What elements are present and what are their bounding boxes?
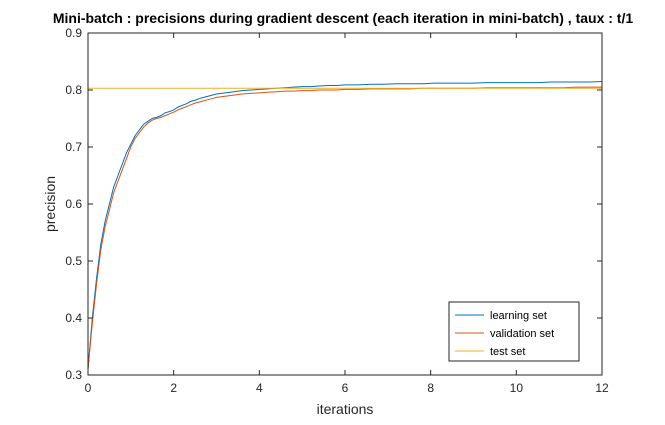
y-tick-label-5: 0.8 bbox=[65, 83, 82, 97]
x-tick-label-3: 6 bbox=[342, 381, 349, 395]
axes-layer: 0 2 4 6 8 10 12 0.3 0.4 0.5 0.6 0.7 0.8 0.9 bbox=[65, 26, 609, 395]
x-tick-label-5: 10 bbox=[510, 381, 524, 395]
y-tick-label-0: 0.3 bbox=[65, 368, 82, 382]
x-tick-label-1: 2 bbox=[170, 381, 177, 395]
series-layer bbox=[87, 80, 603, 370]
chart-title: Mini-batch : precisions during gradient … bbox=[53, 10, 634, 26]
y-axis-label: precision bbox=[42, 176, 58, 232]
x-tick-label-0: 0 bbox=[85, 381, 92, 395]
x-tick-label-4: 8 bbox=[427, 381, 434, 395]
legend: learning set validation set test set bbox=[448, 301, 580, 362]
y-tick-label-6: 0.9 bbox=[65, 26, 82, 40]
y-tick-label-3: 0.6 bbox=[65, 197, 82, 211]
series-line-0 bbox=[87, 80, 603, 370]
x-axis-label: iterations bbox=[317, 401, 374, 417]
legend-label-0: learning set bbox=[490, 310, 547, 322]
x-tick-label-2: 4 bbox=[256, 381, 263, 395]
y-tick-label-2: 0.5 bbox=[65, 254, 82, 268]
x-tick-label-6: 12 bbox=[595, 381, 609, 395]
y-tick-label-1: 0.4 bbox=[65, 311, 82, 325]
legend-label-1: validation set bbox=[490, 328, 554, 340]
y-tick-label-4: 0.7 bbox=[65, 140, 82, 154]
legend-label-2: test set bbox=[490, 346, 525, 358]
